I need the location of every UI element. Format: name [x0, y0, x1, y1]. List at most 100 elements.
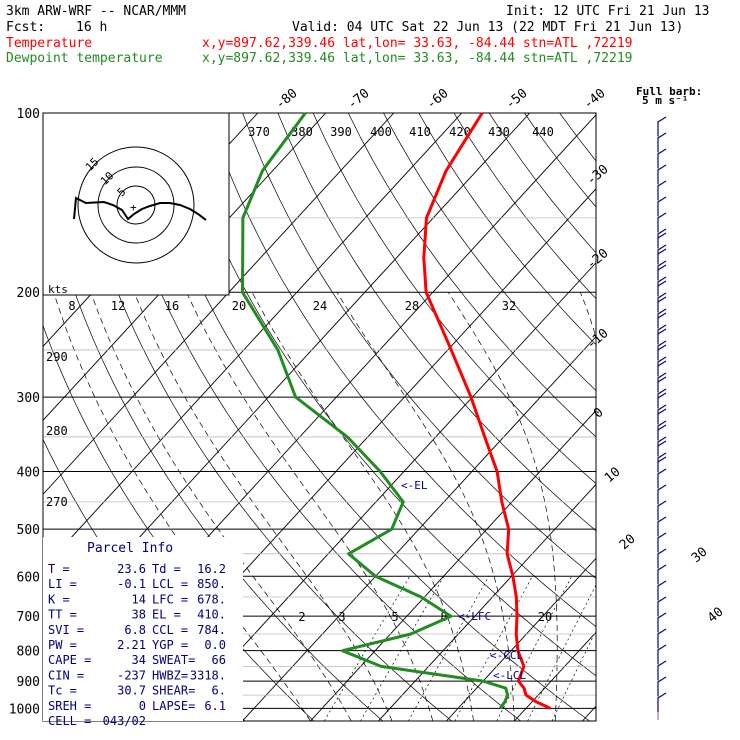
isotherm-line	[718, 113, 740, 721]
wind-barb-flag	[657, 344, 667, 351]
dry-adiabat-line	[347, 113, 596, 438]
wind-barb-flag	[657, 132, 667, 139]
mixing-ratio-label: 20	[232, 299, 246, 313]
isotherm-label: 40	[705, 605, 727, 627]
moist-adiabat-line	[90, 292, 352, 721]
init-time: Init: 12 UTC Fri 21 Jun 13	[506, 4, 710, 19]
mixing-ratio-label: 8	[440, 610, 447, 624]
dry-adiabat-line	[524, 113, 596, 208]
moist-adiabat-line	[448, 292, 558, 721]
wind-barb-flag	[657, 456, 667, 463]
parcel-info-panel: Parcel Info T = 23.6 Td = 16.2 LI = -0.1 LCL =…	[43, 537, 243, 728]
theta-label: 440	[532, 125, 554, 139]
dry-adiabat-line	[277, 113, 596, 532]
parcel-value: 6.	[212, 684, 226, 698]
isotherm-label: 0	[591, 405, 607, 422]
wind-barb-flag	[657, 468, 667, 475]
theta-labels: 370 380 390 400 410 420 430 440	[248, 125, 554, 139]
theta-e-label: 290	[46, 350, 68, 364]
theta-e-labels: 290 280 270	[46, 350, 68, 509]
wind-barb-flag	[657, 404, 667, 411]
moist-adiabat-line	[336, 292, 515, 721]
wind-barb-flag	[657, 356, 667, 363]
isotherm-line	[43, 113, 327, 422]
wind-barb-flag	[657, 260, 667, 267]
dry-adiabat-line	[312, 113, 596, 485]
parcel-label: T =	[48, 562, 70, 576]
wind-barb-flag	[657, 296, 667, 303]
parcel-value: 2.21	[117, 638, 146, 652]
isotherm-label: -10	[584, 326, 612, 353]
wind-barb-flag	[657, 264, 667, 271]
wind-barb-flag	[657, 612, 667, 619]
wind-barb-flag	[657, 372, 667, 379]
theta-label: 420	[449, 125, 471, 139]
parcel-value: 23.6	[117, 562, 146, 576]
dry-adiabat-line	[66, 113, 452, 721]
parcel-info-title: Parcel Info	[87, 541, 173, 556]
hodograph-units: kts	[48, 283, 68, 296]
wind-barb-flag	[657, 228, 667, 235]
isotherm-label: 20	[617, 532, 639, 554]
wind-barb-flag	[657, 328, 667, 335]
wind-barb-flag	[657, 276, 667, 283]
mixing-ratio-lines	[323, 576, 596, 721]
pressure-label: 900	[17, 675, 40, 690]
parcel-value: 3318.	[190, 668, 226, 682]
wind-barbs	[657, 116, 667, 720]
parcel-value: 30.7	[117, 684, 146, 698]
theta-label: 400	[370, 125, 392, 139]
parcel-label: CIN =	[48, 668, 84, 682]
parcel-label: SHEAR=	[152, 684, 195, 698]
mixing-ratio-label: 12	[111, 299, 125, 313]
parcel-label: LCL =	[152, 577, 188, 591]
temperature-line	[422, 112, 552, 710]
isotherm-line	[582, 705, 596, 721]
hodograph: + 15 10 5 kts	[42, 112, 230, 296]
wind-barb-flag	[657, 452, 667, 459]
wind-barb-flag	[657, 644, 667, 651]
mixing-ratio-label: 2	[298, 610, 305, 624]
parcel-value: 38	[132, 608, 146, 622]
parcel-label: EL =	[152, 608, 181, 622]
wind-barb-flag	[657, 324, 667, 331]
parcel-label: LFC =	[152, 592, 188, 606]
mixing-ratio-label: 5	[391, 610, 398, 624]
parcel-label: LAPSE=	[152, 699, 195, 713]
legend-dewpoint: Dewpoint temperature	[6, 51, 163, 66]
dewpoint-location: x,y=897.62,339.46 lat,lon= 33.63, -84.44…	[202, 51, 632, 66]
valid-time: Valid: 04 UTC Sat 22 Jun 13 (22 MDT Fri …	[292, 20, 683, 35]
dry-adiabat-line	[418, 113, 596, 346]
parcel-value: 0.0	[204, 638, 226, 652]
dry-adiabat-line	[559, 113, 596, 162]
ccl-marker: <-CCL	[490, 649, 523, 662]
parcel-label: PW =	[48, 638, 77, 652]
parcel-label: TT =	[48, 608, 77, 622]
isotherm-line	[43, 113, 463, 569]
isotherm-line	[310, 409, 596, 721]
wind-barb-flag	[657, 676, 667, 683]
isotherm-line	[446, 557, 596, 721]
pressure-label: 200	[17, 286, 40, 301]
isotherm-line	[378, 483, 596, 721]
mixing-ratio-label: 8	[68, 299, 75, 313]
wind-barb-flag	[657, 392, 667, 399]
mixing-ratio-line	[408, 576, 490, 721]
dry-adiabat-line	[171, 113, 596, 677]
wind-barb-flag	[657, 212, 667, 219]
wind-barb-flag	[657, 244, 667, 251]
theta-e-label: 280	[46, 424, 68, 438]
wind-barb-flag	[657, 516, 667, 523]
isotherm-line	[174, 262, 596, 721]
wind-barb-flag	[657, 232, 667, 239]
isotherm-label: -60	[424, 86, 452, 113]
parcel-value: 850.	[197, 577, 226, 591]
temperature-trace	[422, 112, 552, 710]
wind-barb-flag	[657, 660, 667, 667]
mixing-ratio-label: 28	[405, 299, 419, 313]
mixing-ratio-label: 3	[338, 610, 345, 624]
pressure-label: 100	[17, 107, 40, 122]
isotherm-label: 10	[602, 465, 624, 487]
parcel-value: -0.1	[117, 577, 146, 591]
parcel-label: HWBZ=	[152, 668, 188, 682]
